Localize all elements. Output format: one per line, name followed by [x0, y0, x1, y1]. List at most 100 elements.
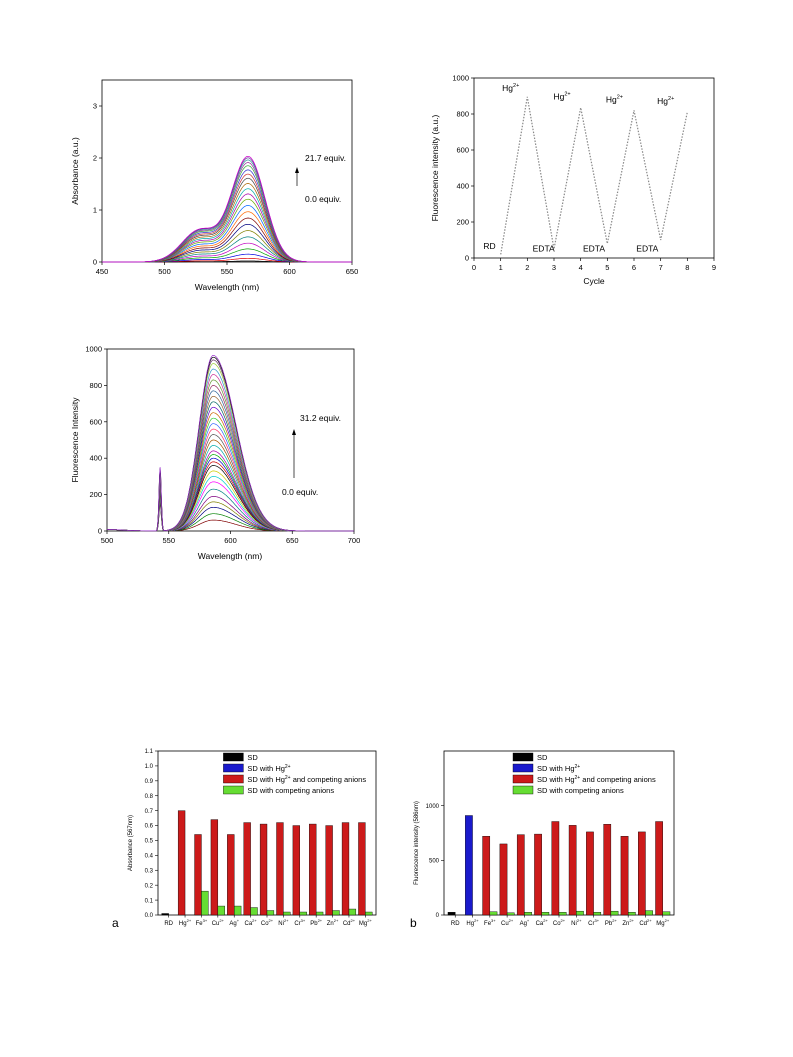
absbar-category-label: Cd2+	[343, 918, 356, 927]
flbar-bar	[506, 912, 515, 916]
absbar-category-label: Ag+	[229, 918, 239, 927]
flbar-bar	[465, 815, 473, 916]
flbar-bar	[638, 831, 646, 916]
absbar-bar	[234, 905, 242, 916]
fl-y-tick-label: 800	[89, 381, 102, 390]
increase-arrowhead	[295, 167, 299, 173]
flbar-category-label: RD	[451, 921, 460, 927]
legend-swatch	[512, 774, 534, 784]
y-axis-label: Absorbance (567nm)	[128, 815, 134, 871]
absorbance-curve	[102, 155, 352, 263]
absbar-y-tick-label: 0.5	[145, 839, 154, 845]
absbar-category-label: Mg2+	[359, 918, 373, 927]
absbar-bar	[177, 810, 186, 916]
absbar-bar	[309, 823, 317, 916]
label-rd: RD	[483, 241, 495, 251]
fl-x-tick-label: 650	[286, 536, 299, 545]
absbar-bar	[259, 823, 268, 916]
flbar-y-tick-label: 1000	[426, 804, 440, 810]
label-edta: EDTA	[583, 244, 605, 254]
legend-swatch	[223, 763, 244, 773]
flbar-category-label: Fe3+	[484, 918, 496, 927]
fluorescence-chart: 500 550 600 650 700 0 200 400 600 800 1000 Wavelen…	[40, 340, 370, 570]
fl-x-tick-label: 600	[224, 536, 237, 545]
abs-y-tick-label: 2	[93, 154, 97, 163]
absorbance-bar-plot: 0.0 0.1 0.2 0.3 0.4 0.5 0.6 0.7 0.8 0.9 1.0 1.1 Abso…	[112, 749, 377, 930]
legend-swatch	[512, 785, 534, 795]
y-axis-label: Fluorescence intensity (586nm)	[414, 801, 420, 885]
abs-x-tick-label: 600	[283, 267, 296, 276]
fluorescence-curve	[107, 374, 354, 532]
legend-swatch	[223, 774, 244, 784]
flbar-category-label: Cr3+	[588, 918, 600, 927]
cycle-x-tick-label: 4	[579, 263, 583, 272]
legend-swatch	[223, 752, 244, 762]
absbar-y-tick-label: 0.3	[145, 868, 154, 874]
x-axis-label: Wavelength (nm)	[198, 551, 263, 561]
annotation-low-equiv: 0.0 equiv.	[282, 487, 318, 497]
abs-x-tick-label: 450	[96, 267, 109, 276]
flbar-bar	[603, 824, 612, 916]
fluorescence-curve	[107, 502, 354, 532]
flbar-bar	[524, 912, 532, 916]
flbar-bar	[568, 825, 577, 916]
y-axis-label: Fluorescence Intensity	[70, 397, 80, 483]
legend-entry: SD with Hg2+ and competing anions	[247, 775, 366, 784]
cycle-y-tick-label: 600	[456, 146, 469, 155]
annotation-high-equiv: 31.2 equiv.	[300, 413, 341, 423]
flbar-category-label: Pb2+	[605, 918, 618, 927]
flbar-y-tick-label: 0	[436, 913, 440, 919]
legend-entry: SD with competing anions	[537, 786, 624, 795]
flbar-category-label: Ag+	[520, 918, 530, 927]
flbar-category-label: Co2+	[553, 918, 566, 927]
fl-y-tick-label: 400	[89, 454, 102, 463]
absorbance-curve	[102, 165, 352, 263]
cycle-x-tick-label: 9	[712, 263, 716, 272]
cycle-x-tick-label: 1	[499, 263, 503, 272]
label-hg2plus: Hg2+	[554, 92, 571, 102]
annotation-high-equiv: 21.7 equiv.	[305, 153, 346, 163]
flbar-category-label: Hg2+	[466, 918, 479, 927]
legend-swatch	[223, 785, 244, 795]
flbar-bar	[499, 843, 508, 916]
absbar-bar	[210, 819, 219, 916]
flbar-bar	[551, 821, 560, 916]
fluorescence-plot: 500 550 600 650 700 0 200 400 600 800 1000 Wavelen…	[70, 345, 360, 562]
plot-frame	[106, 348, 355, 532]
flbar-category-label: Cu2+	[501, 918, 514, 927]
flbar-bar	[516, 834, 525, 916]
fluorescence-curve	[107, 428, 354, 532]
absbar-bar	[243, 822, 251, 916]
legend-swatch	[512, 752, 534, 762]
cycle-plot: 0 1 2 3 4 5 6 7 8 9 0 200 400 600 800 1000 RD Hg2+ Hg2+ Hg…	[430, 74, 716, 287]
abs-y-tick-label: 1	[93, 206, 97, 215]
absbar-category-label: Hg2+	[179, 918, 192, 927]
cycle-x-tick-label: 8	[685, 263, 689, 272]
flbar-bar	[627, 912, 636, 916]
flbar-category-label: Zn2+	[622, 918, 634, 927]
absorbance-chart: 450 500 550 600 650 0 1 2 3 Wavelength (nm) Abso…	[40, 70, 370, 300]
x-axis-label: Wavelength (nm)	[195, 282, 260, 292]
label-edta: EDTA	[636, 244, 658, 254]
fluorescence-curve	[107, 465, 354, 532]
fluorescence-curve	[107, 355, 354, 532]
legend-swatch	[512, 763, 534, 773]
cycle-chart: 0 1 2 3 4 5 6 7 8 9 0 200 400 600 800 1000 RD Hg2+ Hg2+ Hg…	[420, 70, 740, 300]
cycle-y-tick-label: 0	[465, 254, 469, 263]
absbar-category-label: Fe3+	[196, 918, 208, 927]
fluorescence-curve	[107, 423, 354, 532]
absbar-y-tick-label: 0.9	[145, 779, 154, 785]
absbar-bar	[299, 911, 307, 916]
legend-entry: SD	[247, 753, 258, 762]
absbar-bar	[358, 822, 366, 916]
flbar-category-label: Cd2+	[639, 918, 652, 927]
flbar-bar	[593, 912, 602, 916]
y-axis-label: Fluorescence intensity (a.u.)	[430, 114, 440, 221]
absbar-bar	[341, 822, 350, 916]
absbar-category-label: RD	[164, 921, 173, 927]
absbar-bar	[266, 910, 275, 916]
legend-entry: SD with competing anions	[247, 786, 334, 795]
fluorescence-curve	[107, 503, 354, 532]
fluorescence-bar-plot: 0 500 1000 Fluorescence intensity (586nm) RD…	[410, 750, 675, 930]
label-edta: EDTA	[533, 244, 555, 254]
